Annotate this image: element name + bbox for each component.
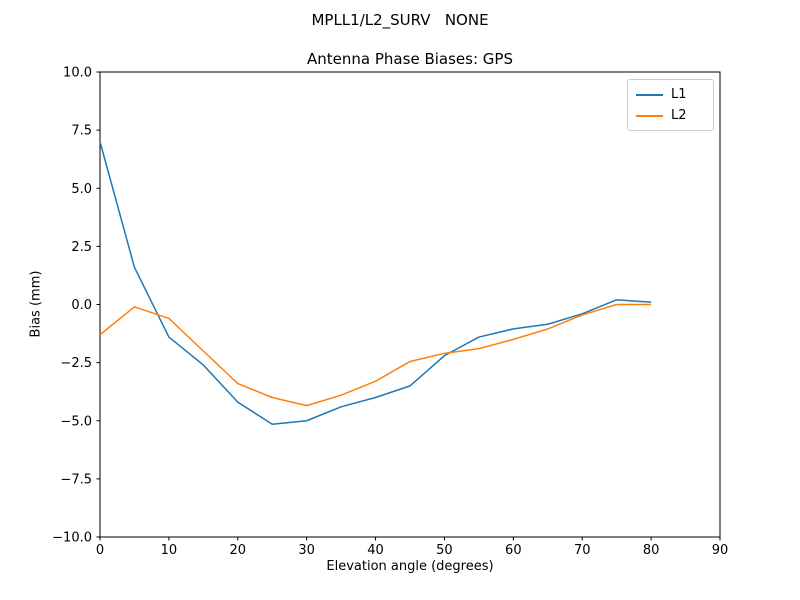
series-line-l1: [99, 141, 652, 425]
legend: L1 L2: [627, 79, 714, 131]
legend-label-l1: L1: [671, 87, 687, 102]
axes-title: Antenna Phase Biases: GPS: [307, 50, 513, 68]
y-tick-label: 0.0: [71, 298, 92, 313]
l1-line-swatch: [636, 93, 663, 96]
x-tick-label: 10: [161, 543, 178, 558]
x-axis-label: Elevation angle (degrees): [326, 559, 494, 574]
y-axis-label: Bias (mm): [28, 270, 44, 338]
figure-suptitle: MPLL1/L2_SURV NONE: [311, 11, 489, 29]
y-tick-label: −7.5: [60, 472, 92, 487]
y-tick-label: 7.5: [71, 124, 92, 139]
y-tick-label: 5.0: [71, 182, 92, 197]
x-tick-label: 0: [96, 543, 104, 558]
legend-item-l2: L2: [636, 105, 706, 126]
l2-line-swatch: [636, 114, 663, 117]
y-tick-label: 10.0: [63, 66, 92, 81]
x-tick-label: 40: [367, 543, 384, 558]
x-tick-label: 80: [643, 543, 660, 558]
x-tick-label: 60: [505, 543, 522, 558]
x-tick-label: 20: [230, 543, 247, 558]
legend-item-l1: L1: [636, 84, 706, 105]
legend-label-l2: L2: [671, 108, 687, 123]
y-tick-label: −10.0: [52, 531, 92, 546]
series-line-l2: [99, 303, 652, 407]
y-tick-label: −2.5: [60, 356, 92, 371]
y-tick-label: 2.5: [71, 240, 92, 255]
y-tick-label: −5.0: [60, 414, 92, 429]
x-tick-label: 50: [436, 543, 453, 558]
x-tick-label: 30: [298, 543, 315, 558]
x-tick-label: 90: [712, 543, 729, 558]
x-tick-label: 70: [574, 543, 591, 558]
